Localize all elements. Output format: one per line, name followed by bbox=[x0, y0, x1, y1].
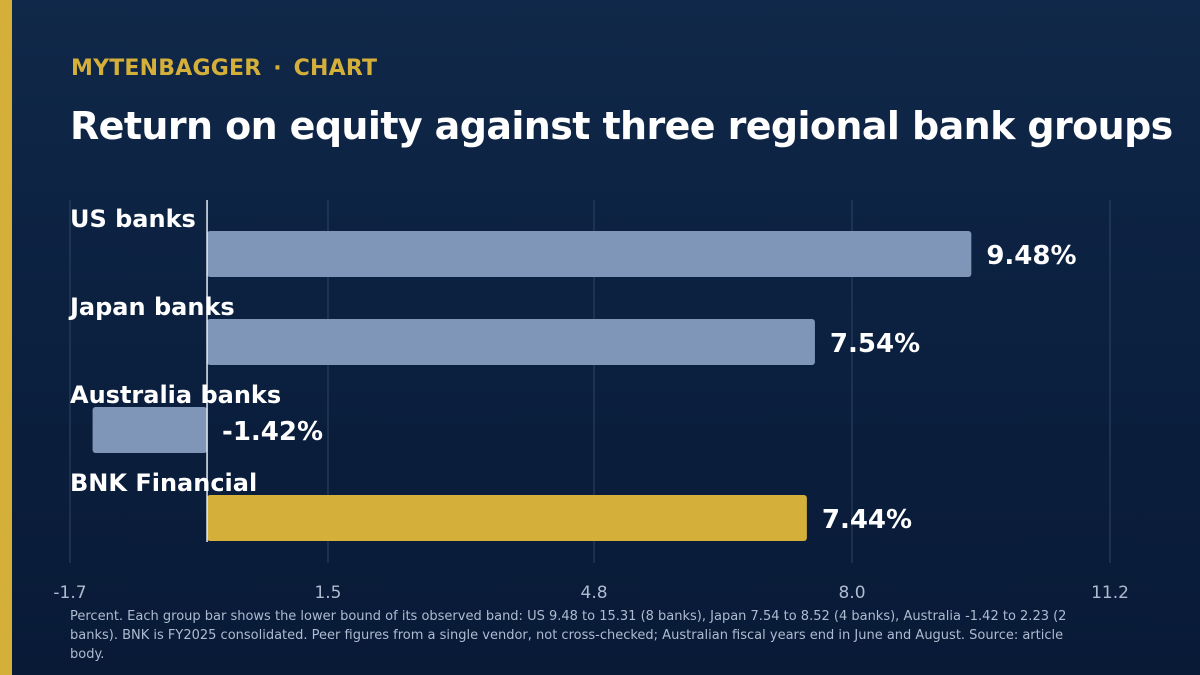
brand-section: CHART bbox=[293, 56, 378, 81]
accent-stripe bbox=[0, 0, 12, 675]
brand-name: MYTENBAGGER bbox=[71, 56, 262, 81]
brand-kicker: MYTENBAGGER · CHART bbox=[71, 56, 377, 81]
x-tick-label: 11.2 bbox=[1091, 583, 1129, 603]
bar bbox=[207, 231, 972, 277]
footnote: Percent. Each group bar shows the lower … bbox=[70, 609, 1067, 662]
chart-title: Return on equity against three regional … bbox=[70, 104, 1173, 148]
brand-separator: · bbox=[273, 56, 282, 81]
category-label: BNK Financial bbox=[70, 469, 257, 497]
category-label: Japan banks bbox=[68, 293, 235, 321]
category-label: Australia banks bbox=[70, 381, 281, 409]
bar bbox=[92, 407, 208, 453]
value-label: 7.44% bbox=[822, 505, 912, 535]
x-tick-label: -1.7 bbox=[53, 583, 86, 603]
bar bbox=[207, 319, 815, 365]
x-axis-ticks: -1.7 1.5 4.8 8.0 11.2 bbox=[53, 583, 1129, 603]
value-label: 7.54% bbox=[830, 329, 920, 359]
labels: US banks 9.48% Japan banks 7.54% Australia b… bbox=[68, 205, 1077, 535]
bars bbox=[92, 231, 972, 541]
category-label: US banks bbox=[70, 205, 196, 233]
value-label: 9.48% bbox=[986, 241, 1076, 271]
x-tick-label: 8.0 bbox=[838, 583, 865, 603]
bar-highlight bbox=[207, 495, 807, 541]
x-tick-label: 1.5 bbox=[314, 583, 341, 603]
value-label: -1.42% bbox=[222, 417, 323, 447]
x-tick-label: 4.8 bbox=[581, 583, 608, 603]
